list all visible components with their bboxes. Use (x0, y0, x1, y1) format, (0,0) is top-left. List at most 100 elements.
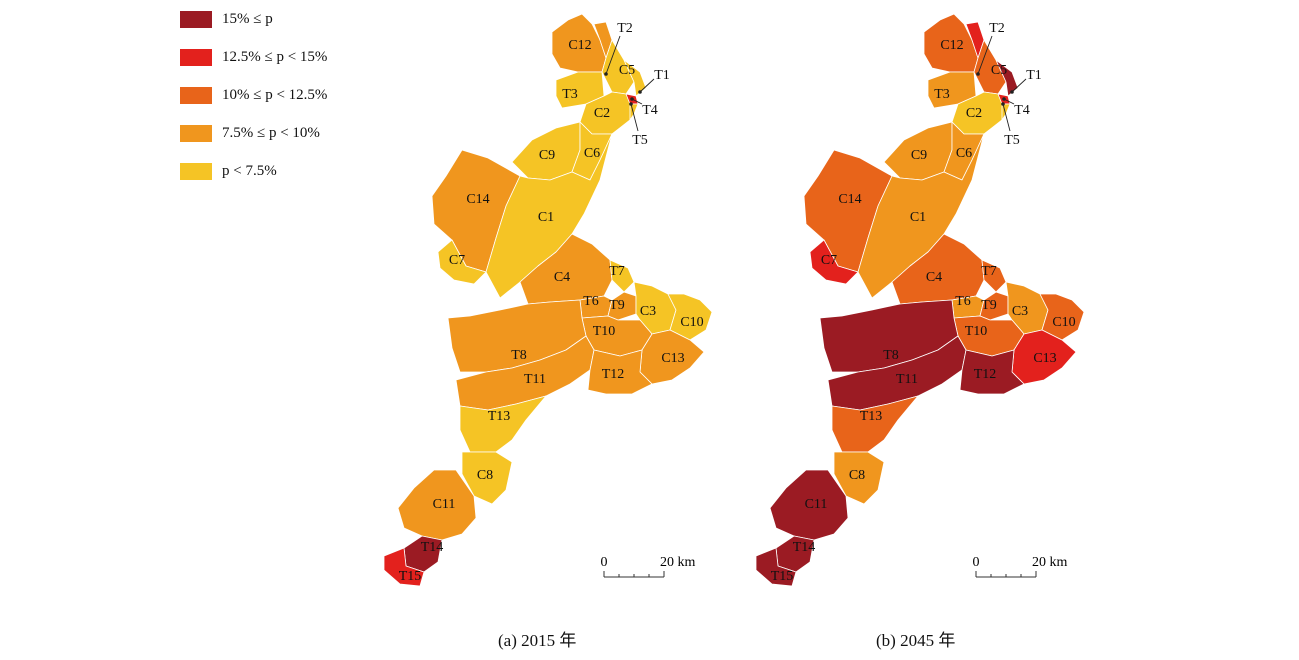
region-c1 (485, 133, 613, 299)
legend-label: p < 7.5% (222, 162, 277, 179)
legend-item-15-plus: 15% ≤ p (180, 6, 273, 32)
legend-label: 15% ≤ p (222, 10, 273, 27)
leader-dot-t1 (638, 90, 642, 94)
region-label-c9: C9 (911, 148, 927, 163)
region-t13 (459, 395, 547, 453)
region-label-t13: T13 (860, 409, 883, 424)
legend-label: 7.5% ≤ p < 10% (222, 124, 320, 141)
region-c11 (397, 469, 477, 541)
legend-item-10-to-12-5: 10% ≤ p < 12.5% (180, 82, 327, 108)
leader-line-t1 (1011, 78, 1027, 93)
region-label-t13: T13 (488, 409, 511, 424)
scale-bar-distance: 20 km (660, 555, 696, 570)
region-label-c14: C14 (838, 192, 861, 207)
region-label-c7: C7 (449, 253, 465, 268)
leader-dot-t1 (1010, 90, 1014, 94)
region-label-t10: T10 (593, 324, 616, 339)
region-t7 (609, 259, 635, 293)
leader-dot-t4 (630, 97, 634, 101)
map-caption-2015: (a) 2015 年 (498, 631, 577, 650)
region-label-t14: T14 (793, 540, 816, 555)
region-label-c10: C10 (1052, 315, 1075, 330)
legend-label: 10% ≤ p < 12.5% (222, 86, 328, 103)
region-label-c3: C3 (640, 304, 656, 319)
scale-bar-distance: 20 km (1032, 555, 1068, 570)
region-label-t15: T15 (771, 569, 794, 584)
region-label-t9: T9 (609, 298, 625, 313)
leader-line-t4 (631, 98, 643, 105)
region-label-c5: C5 (619, 63, 635, 78)
legend-item-12-5-to-15: 12.5% ≤ p < 15% (180, 44, 327, 70)
regions-layer (755, 13, 1085, 587)
regions-layer (383, 13, 713, 587)
region-label-t12: T12 (974, 367, 997, 382)
region-label-c8: C8 (849, 468, 865, 483)
leader-dot-t4 (1002, 97, 1006, 101)
leader-line-t5 (1002, 103, 1011, 132)
leader-line-t1 (639, 78, 655, 93)
region-label-t11: T11 (896, 372, 918, 387)
region-label-t1: T1 (654, 68, 670, 83)
legend-swatch (180, 10, 212, 28)
region-c10 (667, 293, 713, 341)
region-label-c2: C2 (594, 106, 610, 121)
legend-label: 12.5% ≤ p < 15% (222, 48, 328, 65)
region-label-t4: T4 (642, 103, 658, 118)
region-t13 (831, 395, 919, 453)
region-label-c6: C6 (584, 146, 600, 161)
region-label-c5: C5 (991, 63, 1007, 78)
region-label-c13: C13 (1033, 351, 1056, 366)
region-label-t10: T10 (965, 324, 988, 339)
region-t12 (587, 349, 653, 395)
region-label-c3: C3 (1012, 304, 1028, 319)
region-t7 (981, 259, 1007, 293)
region-c7 (809, 239, 859, 285)
region-t15 (383, 547, 425, 587)
region-label-c14: C14 (466, 192, 489, 207)
leader-dot-t2 (976, 72, 980, 76)
legend-swatch (180, 48, 212, 66)
legend-item-below-7-5: p < 7.5% (180, 158, 277, 184)
region-c8 (461, 451, 513, 505)
leader-line-t4 (1003, 98, 1015, 105)
region-label-t12: T12 (602, 367, 625, 382)
region-label-c7: C7 (821, 253, 837, 268)
leader-line-t2 (977, 35, 993, 75)
region-label-c13: C13 (661, 351, 684, 366)
scale-bar: 0 20 km (601, 555, 696, 578)
leader-line-t2 (605, 35, 621, 75)
legend-swatch (180, 162, 212, 180)
region-label-c2: C2 (966, 106, 982, 121)
region-label-c11: C11 (805, 497, 828, 512)
region-t15 (755, 547, 797, 587)
region-c10 (1039, 293, 1085, 341)
region-label-c11: C11 (433, 497, 456, 512)
region-label-c9: C9 (539, 148, 555, 163)
scale-bar: 0 20 km (973, 555, 1068, 578)
region-c11 (769, 469, 849, 541)
region-label-t1: T1 (1026, 68, 1042, 83)
region-label-t14: T14 (421, 540, 444, 555)
region-label-c1: C1 (538, 210, 554, 225)
region-c8 (833, 451, 885, 505)
region-label-t8: T8 (883, 348, 899, 363)
region-label-c4: C4 (554, 270, 570, 285)
region-label-t6: T6 (955, 294, 971, 309)
region-label-c10: C10 (680, 315, 703, 330)
region-label-c12: C12 (568, 38, 591, 53)
leader-dot-t5 (629, 102, 633, 106)
map-caption-2045: (b) 2045 年 (876, 631, 956, 650)
scale-bar-zero: 0 (973, 555, 980, 570)
region-label-c6: C6 (956, 146, 972, 161)
region-label-t2: T2 (989, 21, 1005, 36)
region-label-c8: C8 (477, 468, 493, 483)
region-t12 (959, 349, 1025, 395)
leader-dot-t2 (604, 72, 608, 76)
region-label-t11: T11 (524, 372, 546, 387)
region-label-t2: T2 (617, 21, 633, 36)
region-label-t3: T3 (562, 87, 578, 102)
region-label-c1: C1 (910, 210, 926, 225)
